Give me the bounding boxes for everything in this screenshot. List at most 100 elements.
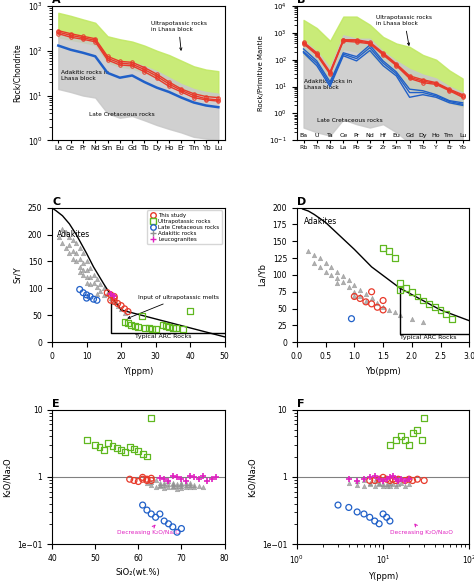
Point <box>191 480 198 490</box>
Text: Decreasing K₂O/Na₂O: Decreasing K₂O/Na₂O <box>390 524 453 535</box>
Y-axis label: La/Yb: La/Yb <box>258 263 267 287</box>
Point <box>397 432 404 441</box>
Point <box>379 302 387 312</box>
Point <box>345 503 353 512</box>
Point <box>391 307 398 316</box>
Point <box>419 317 427 326</box>
Text: Late Cretaceous rocks: Late Cretaceous rocks <box>89 112 155 117</box>
Point <box>113 443 120 452</box>
Point <box>199 472 207 481</box>
Point <box>437 305 444 315</box>
Point <box>164 476 172 485</box>
Point <box>379 476 387 485</box>
Point <box>353 507 361 517</box>
Point <box>397 278 404 288</box>
Text: Eu: Eu <box>392 133 400 138</box>
Point <box>182 480 190 490</box>
Point <box>135 477 142 486</box>
Point <box>156 479 164 488</box>
Y-axis label: Rock/Primitive Mantle: Rock/Primitive Mantle <box>258 35 264 111</box>
Point <box>83 257 91 266</box>
Point <box>385 305 392 315</box>
Point <box>65 233 73 242</box>
Point <box>179 324 187 333</box>
Point <box>114 299 121 308</box>
Point <box>385 247 392 256</box>
Point <box>143 452 151 461</box>
Point <box>159 321 166 330</box>
Point <box>448 314 456 324</box>
Point <box>59 238 66 247</box>
X-axis label: Yb(ppm): Yb(ppm) <box>365 367 401 376</box>
Point <box>401 476 409 485</box>
Point <box>414 425 421 435</box>
Point <box>90 270 97 280</box>
Point <box>418 435 425 445</box>
Point <box>371 476 379 485</box>
Point <box>83 265 91 274</box>
Point <box>141 323 149 332</box>
Point <box>93 283 101 292</box>
Point <box>79 288 87 297</box>
Point <box>386 473 394 482</box>
Point <box>152 475 159 484</box>
X-axis label: Y(ppm): Y(ppm) <box>123 367 154 376</box>
Point <box>351 292 358 301</box>
Text: D: D <box>297 197 306 207</box>
Point <box>366 473 374 482</box>
Text: Typical ARC Rocks: Typical ARC Rocks <box>135 334 191 339</box>
Point <box>86 280 94 289</box>
Point <box>366 512 374 522</box>
Point <box>178 481 185 491</box>
Point <box>339 271 346 281</box>
Point <box>143 505 151 515</box>
Point <box>351 287 358 297</box>
Point <box>333 267 341 276</box>
Y-axis label: Rock/Chondrite: Rock/Chondrite <box>13 44 22 102</box>
Point <box>93 274 101 283</box>
Text: Adakitic rocks in
Lhasa block: Adakitic rocks in Lhasa block <box>61 70 109 81</box>
Point <box>419 296 427 305</box>
Point <box>394 476 402 485</box>
Point <box>345 283 352 292</box>
Point <box>76 262 83 271</box>
Point <box>103 289 111 298</box>
Text: Input of ultrapotassic melts: Input of ultrapotassic melts <box>128 295 219 318</box>
Point <box>90 278 97 288</box>
Point <box>143 476 151 485</box>
Text: Decreasing K₂O/Na₂O: Decreasing K₂O/Na₂O <box>117 525 180 535</box>
Point <box>173 485 181 494</box>
Point <box>333 278 341 288</box>
Point <box>122 448 129 457</box>
Point <box>152 512 159 522</box>
Point <box>110 292 118 301</box>
Point <box>391 253 398 263</box>
Point <box>90 294 97 304</box>
Point <box>199 483 207 492</box>
Point <box>73 238 80 247</box>
Y-axis label: Sr/Y: Sr/Y <box>13 267 22 283</box>
Point <box>86 263 94 273</box>
Point <box>110 297 118 307</box>
Point <box>104 438 112 448</box>
Point <box>383 479 391 488</box>
Point <box>405 474 413 484</box>
Point <box>86 272 94 281</box>
Point <box>173 479 181 488</box>
Point <box>191 473 198 482</box>
Point <box>117 301 125 310</box>
Point <box>333 274 341 283</box>
Point <box>379 473 387 482</box>
Point <box>83 290 91 300</box>
Point <box>139 500 146 510</box>
Point <box>397 478 404 487</box>
Point <box>59 225 66 234</box>
Y-axis label: K₂O/Na₂O: K₂O/Na₂O <box>2 457 11 497</box>
Point <box>128 321 135 330</box>
Point <box>375 519 383 528</box>
Point <box>401 435 409 445</box>
Point <box>383 512 391 522</box>
Point <box>165 322 173 332</box>
Point <box>164 479 172 488</box>
Point <box>431 302 438 312</box>
